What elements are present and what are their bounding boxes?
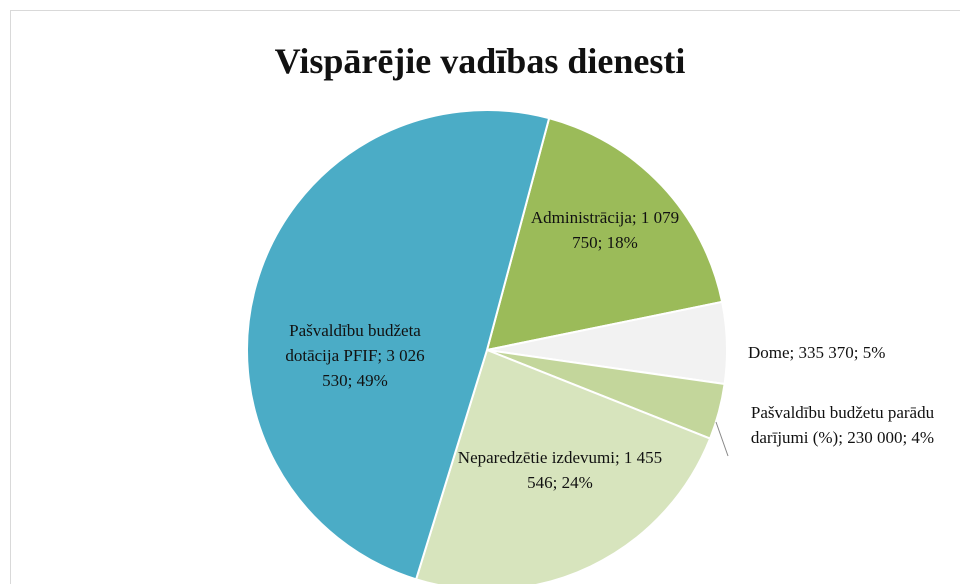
leader-line xyxy=(715,421,729,457)
data-label: Dome; 335 370; 5% xyxy=(748,343,886,362)
data-label: Pašvaldību budžeta dotācija PFIF; 3 026 … xyxy=(285,321,425,390)
pie-slice xyxy=(485,116,724,352)
pie xyxy=(246,109,728,584)
data-label: Pašvaldību budžetu parādu darījumi (%); … xyxy=(750,403,935,447)
chart-title: Vispārējie vadības dienesti xyxy=(274,41,686,81)
data-label: Administrācija; 1 079 750; 18% xyxy=(530,208,680,252)
data-label: Neparedzētie izdevumi; 1 455 546; 24% xyxy=(457,448,663,492)
pie-slice xyxy=(414,348,712,584)
pie-slice xyxy=(246,109,551,581)
frame xyxy=(10,10,960,584)
